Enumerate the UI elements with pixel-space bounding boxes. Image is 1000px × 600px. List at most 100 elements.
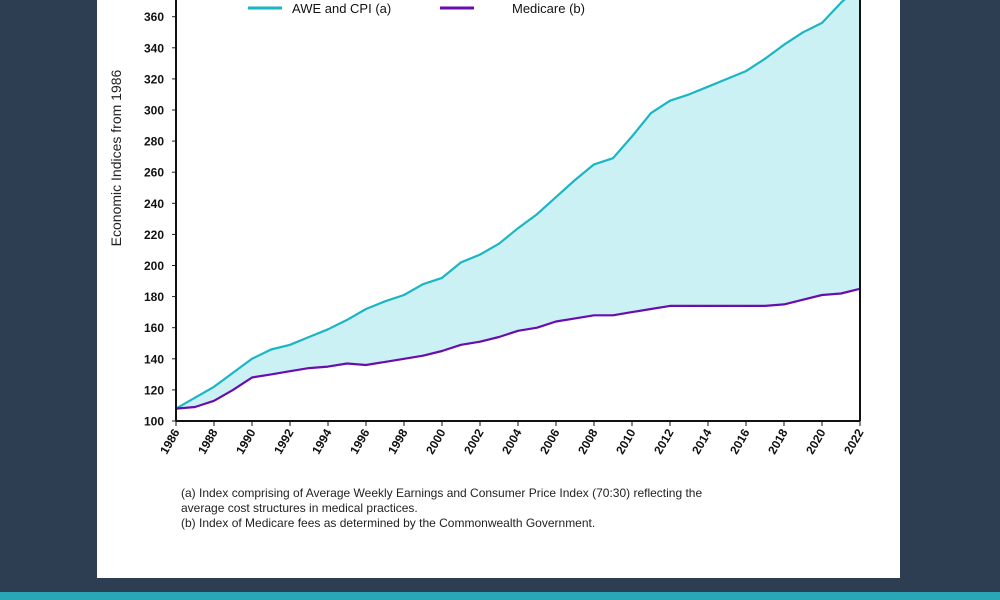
x-tick-label: 2016	[727, 426, 753, 456]
medicare-point	[384, 361, 386, 363]
area-between-series	[176, 0, 860, 409]
footnote-a-continued: average cost structures in medical pract…	[181, 501, 418, 515]
medicare-point	[289, 370, 291, 373]
medicare-point	[745, 305, 747, 307]
awe-cpi-point	[593, 163, 595, 166]
legend-label-medicare: Medicare (b)	[512, 1, 585, 16]
medicare-point	[365, 364, 367, 366]
awe-cpi-point	[688, 93, 690, 96]
x-tick-label: 1994	[309, 426, 335, 456]
x-tick-label: 1992	[271, 426, 297, 456]
awe-cpi-point	[783, 43, 785, 46]
awe-cpi-point	[270, 348, 272, 351]
medicare-point	[460, 344, 462, 346]
x-tick-label: 2022	[841, 426, 867, 456]
medicare-point	[802, 298, 804, 301]
medicare-point	[555, 320, 557, 323]
awe-cpi-point	[517, 227, 519, 229]
awe-cpi-point	[536, 213, 538, 215]
awe-cpi-point	[194, 396, 196, 399]
medicare-point	[403, 358, 405, 360]
x-tick-label: 2002	[461, 426, 487, 456]
footnotes: (a) Index comprising of Average Weekly E…	[181, 486, 821, 531]
y-tick-label: 160	[144, 321, 164, 335]
footnote-a: (a) Index comprising of Average Weekly E…	[181, 486, 703, 500]
medicare-point	[612, 314, 614, 317]
x-tick-label: 2018	[765, 426, 791, 456]
x-tick-label: 1990	[233, 426, 259, 456]
awe-cpi-point	[384, 300, 386, 303]
medicare-point	[232, 389, 234, 391]
medicare-point	[441, 350, 443, 352]
awe-cpi-point	[327, 328, 329, 331]
medicare-point	[726, 305, 728, 307]
medicare-point	[498, 336, 500, 338]
x-tick-label: 1998	[385, 426, 411, 456]
x-tick-label: 2006	[537, 426, 563, 456]
awe-cpi-point	[802, 31, 804, 34]
medicare-point	[574, 317, 576, 320]
x-tick-label: 2012	[651, 426, 677, 456]
y-tick-label: 120	[144, 383, 164, 397]
awe-cpi-point	[346, 319, 348, 321]
awe-cpi-point	[289, 344, 291, 346]
y-tick-label: 260	[144, 166, 164, 180]
y-tick-label: 180	[144, 290, 164, 304]
x-tick-label: 2014	[689, 426, 715, 456]
medicare-point	[688, 305, 690, 307]
medicare-point	[270, 373, 272, 376]
y-tick-label: 340	[144, 41, 164, 55]
medicare-point	[213, 399, 215, 402]
y-tick-label: 300	[144, 104, 164, 118]
medicare-point	[346, 362, 348, 365]
x-tick-label: 2004	[499, 426, 525, 456]
medicare-point	[821, 294, 823, 296]
medicare-point	[479, 340, 481, 343]
awe-cpi-point	[650, 112, 652, 114]
accent-bar	[0, 592, 1000, 600]
y-tick-label: 200	[144, 259, 164, 273]
awe-cpi-point	[460, 261, 462, 264]
awe-cpi-point	[726, 78, 728, 80]
footnote-b: (b) Index of Medicare fees as determined…	[181, 516, 596, 530]
medicare-point	[327, 365, 329, 368]
awe-cpi-point	[422, 283, 424, 285]
medicare-point	[251, 376, 253, 379]
awe-cpi-point	[555, 196, 557, 198]
awe-cpi-point	[441, 277, 443, 279]
medicare-point	[308, 367, 310, 369]
medicare-point	[517, 330, 519, 332]
y-tick-label: 240	[144, 197, 164, 211]
medicare-point	[840, 292, 842, 295]
medicare-point	[593, 314, 595, 317]
legend-label-awe-cpi: AWE and CPI (a)	[292, 1, 391, 16]
x-tick-label: 2020	[803, 426, 829, 456]
awe-cpi-point	[745, 70, 747, 72]
x-tick-label: 2000	[423, 426, 449, 456]
y-axis-label: Economic Indices from 1986	[108, 69, 124, 246]
medicare-point	[669, 305, 671, 307]
awe-cpi-point	[669, 99, 671, 102]
y-tick-label: 100	[144, 415, 164, 429]
x-tick-label: 1986	[157, 426, 183, 456]
awe-cpi-point	[631, 135, 633, 138]
awe-cpi-point	[707, 85, 709, 88]
medicare-point	[650, 308, 652, 310]
awe-cpi-point	[840, 1, 842, 4]
x-tick-label: 2008	[575, 426, 601, 456]
awe-cpi-point	[764, 57, 766, 60]
medicare-point	[194, 406, 196, 408]
y-tick-label: 320	[144, 72, 164, 86]
y-tick-label: 220	[144, 228, 164, 242]
awe-cpi-point	[251, 358, 253, 360]
x-tick-label: 1996	[347, 426, 373, 456]
medicare-point	[536, 326, 538, 329]
y-tick-label: 360	[144, 10, 164, 24]
y-tick-label: 140	[144, 352, 164, 366]
medicare-point	[422, 354, 424, 357]
awe-cpi-point	[403, 294, 405, 296]
medicare-point	[764, 305, 766, 307]
awe-cpi-point	[213, 385, 215, 388]
awe-cpi-point	[365, 308, 367, 310]
